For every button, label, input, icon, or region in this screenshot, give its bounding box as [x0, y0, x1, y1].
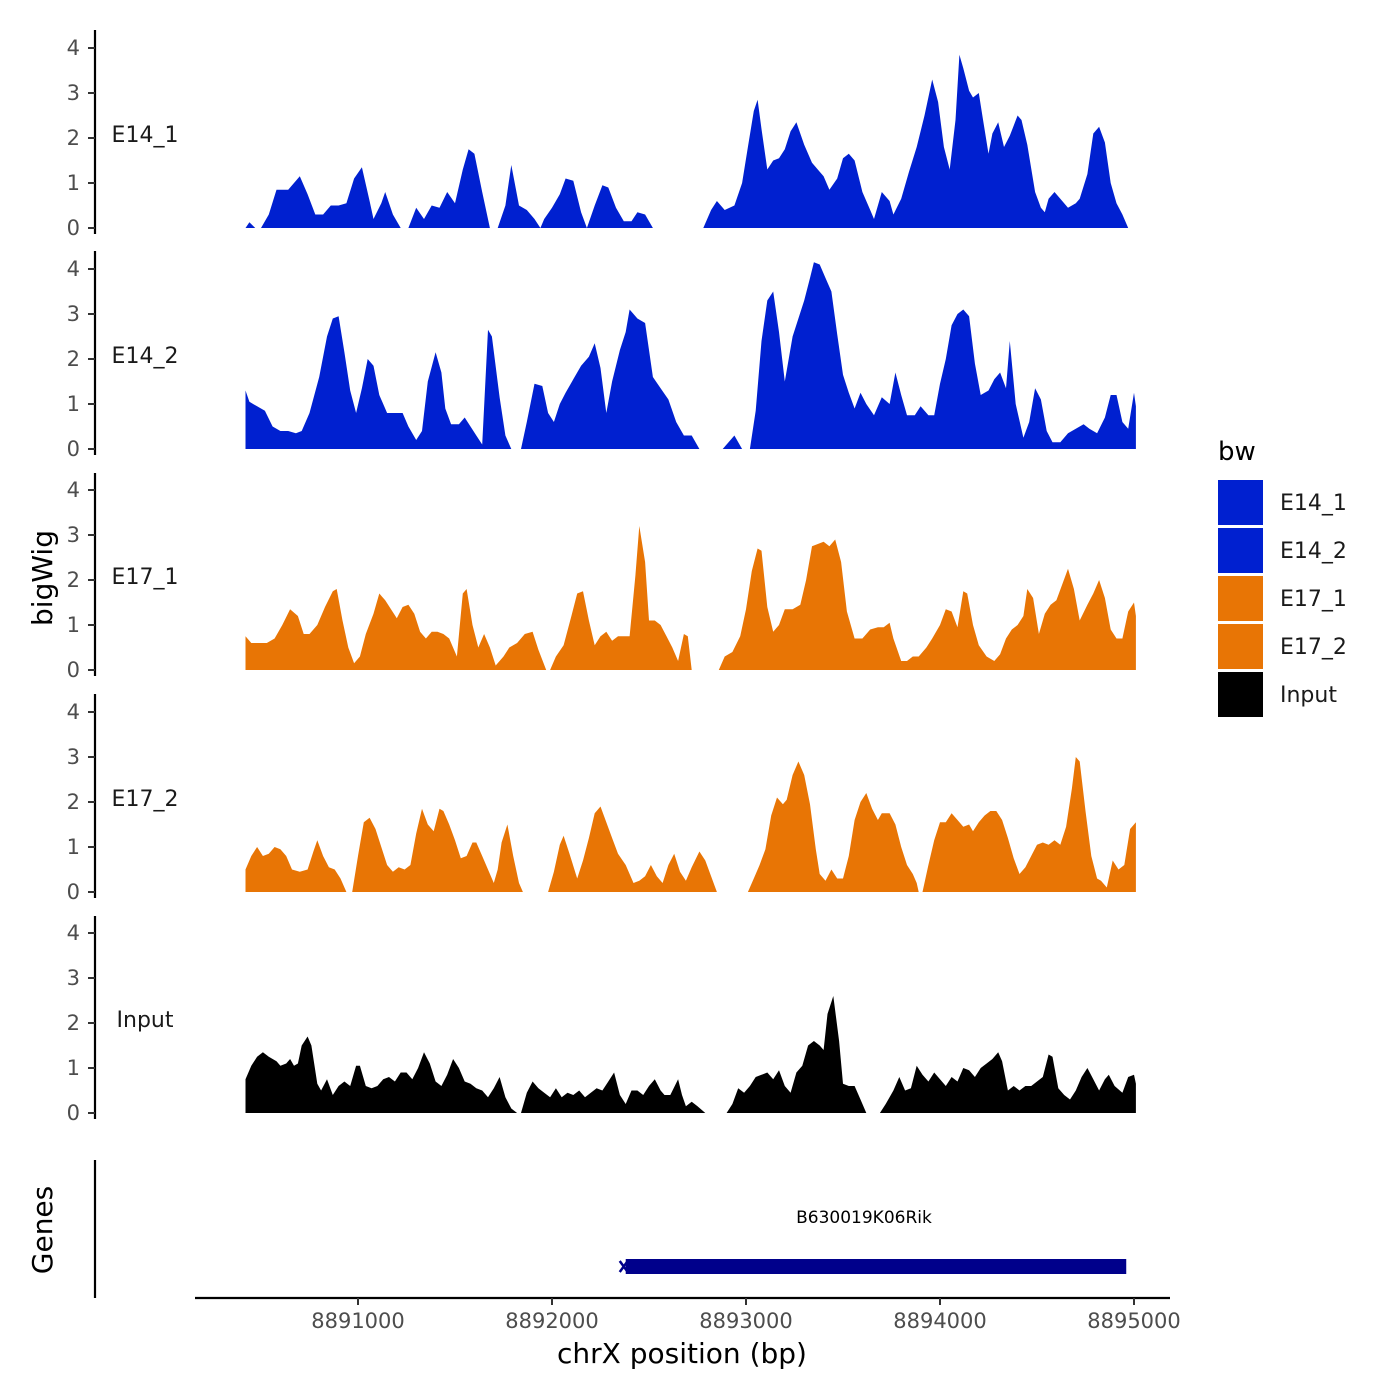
y-tick-label: 4 — [67, 700, 80, 724]
x-axis-title: chrX position (bp) — [557, 1337, 807, 1370]
track-label: Input — [117, 1008, 174, 1033]
legend-swatch — [1218, 528, 1263, 573]
legend-swatch — [1218, 672, 1263, 717]
track-label: E17_2 — [112, 787, 179, 812]
x-tick-label: 8895000 — [1087, 1309, 1181, 1333]
legend: bw E14_1 E14_2 E17_1 E17_2 Input — [1218, 437, 1347, 717]
y-tick-label: 3 — [67, 302, 80, 326]
track-E14_2: 0 1 2 3 4 E14_2 — [67, 251, 1136, 461]
track-E17_2: 0 1 2 3 4 E17_2 — [67, 694, 1136, 904]
y-tick-label: 0 — [67, 1101, 80, 1125]
track-Input: 0 1 2 3 4 Input — [67, 916, 1136, 1125]
y-tick-label: 0 — [67, 437, 80, 461]
x-axis: 8891000 8892000 8893000 8894000 8895000 — [195, 1296, 1181, 1333]
legend-swatch — [1218, 624, 1263, 669]
coverage-area — [245, 316, 512, 449]
coverage-area — [550, 526, 692, 670]
coverage-area — [726, 996, 867, 1113]
coverage-area — [521, 1072, 706, 1113]
x-tick-label: 8891000 — [311, 1309, 405, 1333]
legend-item: E14_2 — [1218, 528, 1347, 573]
y-axis-title: bigWig — [26, 530, 59, 626]
y-tick-label: 1 — [67, 1056, 80, 1080]
coverage-area — [521, 309, 700, 449]
coverage-area — [261, 167, 401, 228]
coverage-area — [749, 262, 1136, 449]
y-tick-label: 1 — [67, 613, 80, 637]
track-label: E17_1 — [112, 565, 179, 590]
coverage-area — [879, 1052, 1136, 1113]
y-tick-label: 2 — [67, 790, 80, 814]
x-tick-label: 8894000 — [893, 1309, 987, 1333]
coverage-area — [352, 808, 523, 892]
y-tick-label: 0 — [67, 658, 80, 682]
x-tick-label: 8893000 — [699, 1309, 793, 1333]
y-tick-label: 0 — [67, 880, 80, 904]
legend-item: E14_1 — [1218, 480, 1347, 525]
bigwig-tracks: 0 1 2 3 4 E14_1 0 1 2 3 4 E14_2 0 1 2 3 4 E17_1 0 1 2 3 4 E17_2… — [67, 30, 1136, 1125]
y-tick-label: 4 — [67, 921, 80, 945]
coverage-area — [747, 761, 919, 892]
coverage-area — [922, 757, 1136, 892]
y-tick-label: 3 — [67, 523, 80, 547]
y-tick-label: 1 — [67, 835, 80, 859]
legend-label: E17_2 — [1280, 635, 1347, 660]
x-tick-label: 8892000 — [505, 1309, 599, 1333]
y-tick-label: 1 — [67, 392, 80, 416]
coverage-area — [718, 539, 1136, 670]
y-tick-label: 2 — [67, 1011, 80, 1035]
track-label: E14_2 — [112, 344, 179, 369]
legend-label: E14_1 — [1280, 491, 1347, 516]
legend-item: E17_1 — [1218, 576, 1347, 621]
gene-B630019K06Rik: B630019K06Rik — [618, 1208, 1127, 1274]
track-E14_1: 0 1 2 3 4 E14_1 — [67, 30, 1129, 240]
gene-label: B630019K06Rik — [796, 1208, 932, 1228]
y-tick-label: 4 — [67, 36, 80, 60]
y-tick-label: 0 — [67, 216, 80, 240]
coverage-area — [548, 806, 717, 892]
y-tick-label: 4 — [67, 257, 80, 281]
gene-body — [625, 1259, 1127, 1274]
coverage-area — [722, 435, 743, 449]
y-tick-label: 3 — [67, 966, 80, 990]
y-tick-label: 2 — [67, 568, 80, 592]
track-label: E14_1 — [112, 123, 179, 148]
legend-item: E17_2 — [1218, 624, 1347, 669]
gene-strand-icon — [618, 1260, 629, 1273]
coverage-area — [497, 165, 653, 228]
y-tick-label: 3 — [67, 745, 80, 769]
coverage-area — [245, 1036, 518, 1113]
legend-swatch — [1218, 576, 1263, 621]
legend-item: Input — [1218, 672, 1337, 717]
coverage-area — [408, 149, 490, 228]
legend-title: bw — [1218, 437, 1256, 467]
legend-label: E17_1 — [1280, 587, 1347, 612]
y-tick-label: 1 — [67, 171, 80, 195]
y-tick-label: 2 — [67, 347, 80, 371]
coverage-area — [245, 589, 547, 670]
genes-track: B630019K06Rik — [93, 1160, 1127, 1298]
legend-swatch — [1218, 480, 1263, 525]
coverage-area — [245, 222, 256, 228]
genes-axis-title: Genes — [26, 1186, 59, 1274]
track-E17_1: 0 1 2 3 4 E17_1 — [67, 473, 1136, 682]
coverage-area — [245, 840, 347, 892]
legend-label: E14_2 — [1280, 539, 1347, 564]
coverage-area — [703, 54, 1129, 228]
y-tick-label: 4 — [67, 478, 80, 502]
y-tick-label: 3 — [67, 81, 80, 105]
legend-label: Input — [1280, 683, 1337, 708]
y-tick-label: 2 — [67, 126, 80, 150]
